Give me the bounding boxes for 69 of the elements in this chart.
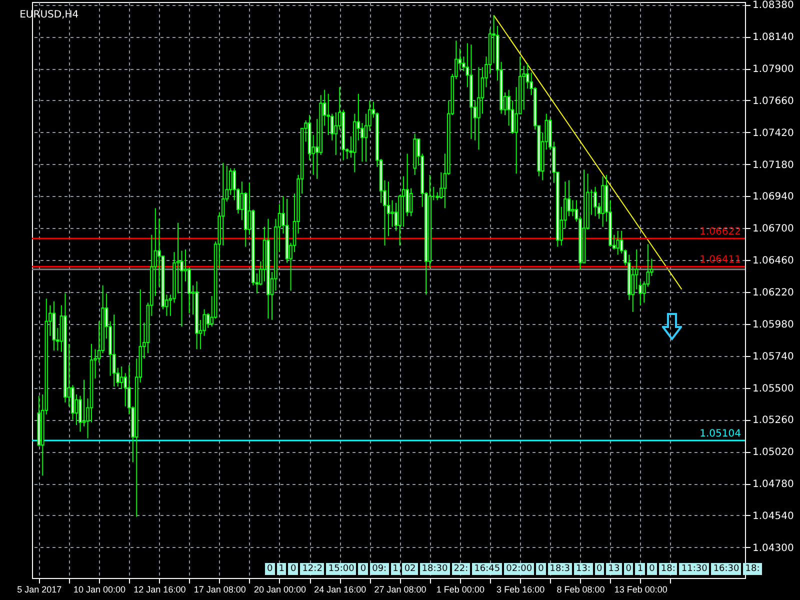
y-tick-label: 1.07660 <box>752 96 794 107</box>
x-tick-label: 8 Feb 08:00 <box>556 584 605 594</box>
candlestick <box>477 66 480 150</box>
y-tick-label: 1.05260 <box>752 415 794 426</box>
candlestick <box>82 379 86 427</box>
y-tick-label: 1.06700 <box>752 224 794 235</box>
annotation: 16:30 <box>711 563 742 575</box>
y-tick-label: 1.05500 <box>752 383 794 394</box>
y-tick-label: 1.06460 <box>752 256 794 267</box>
annotation: 0 <box>536 563 546 575</box>
annotation: 0 <box>624 563 634 575</box>
candlestick <box>386 181 390 237</box>
y-tick-label: 1.04300 <box>752 542 794 554</box>
annotation: 12:2 <box>300 563 324 575</box>
y-tick-label: 1.05020 <box>752 447 794 458</box>
y-tick-label: 1.05740 <box>752 351 794 362</box>
y-tick-label: 1.07420 <box>752 128 794 139</box>
y-tick-label: 1.07180 <box>752 160 794 171</box>
x-tick-label: 12 Jan 16:00 <box>134 584 186 594</box>
annotation: 0 <box>358 563 368 575</box>
y-tick-label: 1.07900 <box>752 64 794 76</box>
candlestick <box>409 188 413 217</box>
annotation: 11:30 <box>679 563 710 575</box>
annotation: 13 <box>606 563 622 575</box>
annotation: 15:00 <box>326 563 356 575</box>
candlestick <box>594 186 597 217</box>
annotation: 18: <box>743 563 762 575</box>
y-tick-label: 1.04540 <box>752 510 794 522</box>
annotation: 02:00 <box>504 563 534 575</box>
annotation: 22: <box>452 563 470 575</box>
x-tick-label: 1 Feb 00:00 <box>436 584 484 594</box>
y-tick-label: 1.06220 <box>752 287 794 298</box>
y-tick-label: 1.08380 <box>752 0 794 12</box>
ref-line-label: 1.06622 <box>700 226 741 238</box>
x-tick-label: 20 Jan 00:00 <box>254 584 306 594</box>
annotation: 18: <box>658 563 678 575</box>
annotation: 16:45 <box>472 563 502 575</box>
x-tick-label: 24 Jan 16:00 <box>314 584 366 594</box>
annotation: 1 <box>276 563 286 575</box>
x-tick-label: 27 Jan 08:00 <box>374 584 426 594</box>
y-tick-label: 1.05980 <box>752 319 794 330</box>
annotation: 1 <box>390 563 400 575</box>
candlestick <box>616 230 620 256</box>
x-tick-label: 5 Jan 2017 <box>17 584 62 594</box>
annotation: 0 <box>647 563 657 575</box>
x-tick-label: 13 Feb 00:00 <box>614 584 668 594</box>
candlestick <box>567 180 571 217</box>
candlestick <box>120 366 124 390</box>
annotation: 13: <box>574 563 592 575</box>
candlestick <box>571 200 574 217</box>
annotation: 0 <box>594 563 604 575</box>
annotation: 09: <box>370 563 389 575</box>
annotation: 18:30 <box>420 563 450 575</box>
annotation: 02 <box>402 563 418 575</box>
x-tick-label: 10 Jan 00:00 <box>74 584 126 594</box>
y-tick-label: 1.08140 <box>752 32 794 44</box>
candlestick <box>206 312 210 328</box>
annotation: 1 <box>635 563 646 575</box>
x-tick-label: 17 Jan 08:00 <box>194 584 246 594</box>
annotation: 0 <box>265 563 275 575</box>
annotation: 18:3 <box>548 563 572 575</box>
annotation: 0 <box>288 563 298 575</box>
y-tick-label: 1.04780 <box>752 479 794 490</box>
ref-line-label: 1.05104 <box>700 428 741 440</box>
x-tick-label: 3 Feb 16:00 <box>496 584 545 594</box>
ref-line-label: 1.06411 <box>700 254 741 266</box>
y-tick-label: 1.06940 <box>752 192 794 203</box>
candlestick <box>390 200 394 228</box>
candlestick <box>112 314 116 387</box>
